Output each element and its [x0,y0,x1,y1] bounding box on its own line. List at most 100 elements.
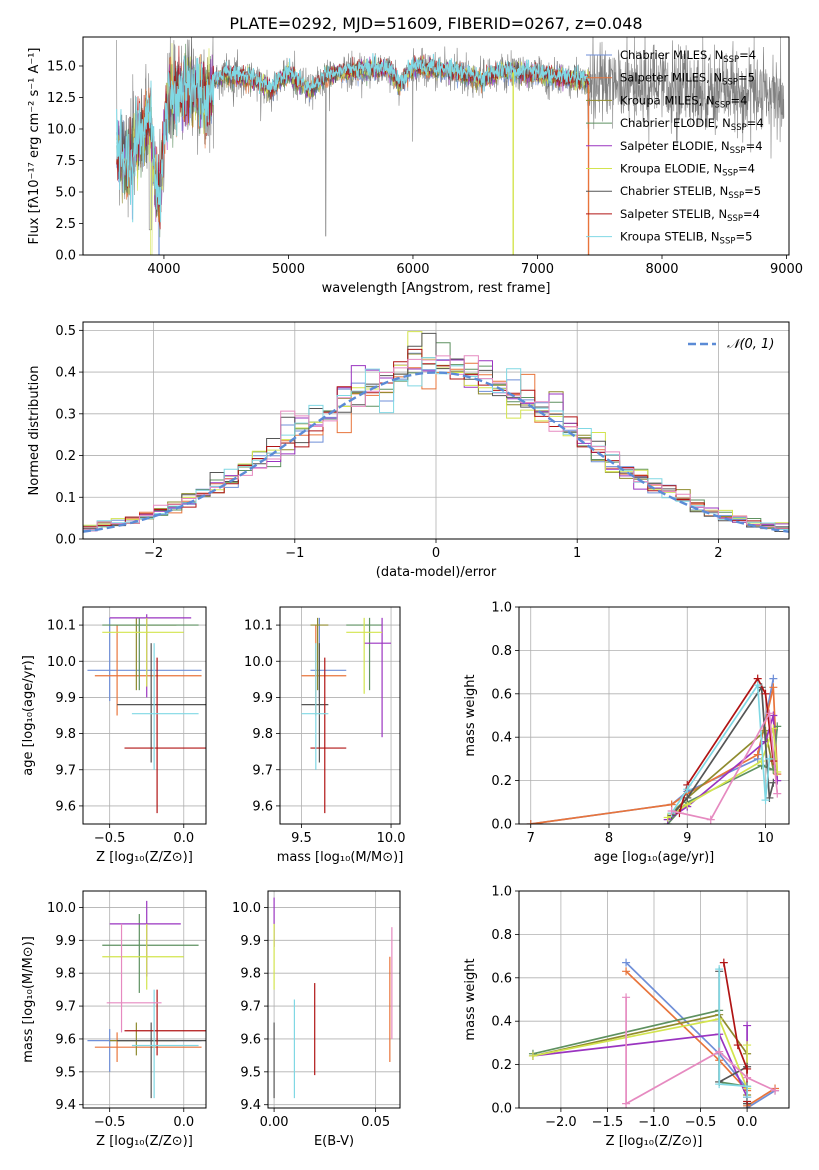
model-spectrum-line [116,53,590,223]
errorbar-point [102,923,184,990]
weight-series-line [530,687,779,824]
legend-entry-label: Salpeter ELODIE, NSSP=4 [620,139,763,156]
axes-frame [82,321,790,540]
y-tick-label: 9.9 [55,691,76,706]
y-tick-label: 0.4 [55,366,76,381]
errorbar-point [109,614,192,698]
weight-vs-age-panel: 7 8 9 10 0.0 0.2 0.4 0.6 0.8 1.0 age [log₁₀(age/yr… [463,601,790,865]
x-axis-label: mass [log₁₀(M/M⊙)] [277,850,404,865]
y-tick-label: 9.8 [252,727,273,742]
x-tick-label: 8000 [645,262,678,277]
legend-entry-label: Chabrier ELODIE, NSSP=4 [620,116,764,133]
weight-point-marker [757,757,766,766]
weight-point-marker [715,1047,724,1056]
grid-lines [519,606,789,825]
legend-entry-label: Chabrier STELIB, NSSP=5 [620,184,761,201]
y-tick-label: 9.6 [55,1032,76,1047]
legend-entry-label: Kroupa ELODIE, NSSP=4 [620,162,755,179]
y-tick-label: 9.7 [55,763,76,778]
legend-entry-label: Salpeter MILES, NSSP=5 [620,71,755,88]
x-tick-label: 2 [714,546,722,561]
y-tick-label: 1.0 [491,885,512,900]
axes-frame [518,890,790,1109]
weight-point-marker [622,1099,631,1108]
legend-entry-label: 𝒩(0, 1) [727,337,774,352]
x-tick-label: 0 [432,546,440,561]
legend-entry-label: Chabrier MILES, NSSP=4 [620,48,756,65]
grid-lines [268,891,400,1108]
weight-point-marker [753,681,762,690]
y-axis-label: mass [log₁₀(M/M⊙)] [21,936,36,1063]
axes-frame [267,890,401,1109]
weight-point-marker [771,1086,780,1095]
spectrum-legend: Chabrier MILES, NSSP=4 Salpeter MILES, NS… [586,48,764,247]
errorbar-point [102,617,199,691]
y-tick-label: 10.1 [47,619,76,634]
errorbar-point [131,643,199,770]
weight-point-marker [706,815,715,824]
y-tick-label: 10.0 [232,901,261,916]
weight-point-marker [622,967,631,976]
y-tick-label: 9.6 [55,799,76,814]
x-tick-label: 10 [757,831,774,846]
x-tick-label: −1.0 [638,1115,670,1130]
weight-point-marker [526,820,535,824]
y-tick-label: 0.0 [55,249,76,264]
grid-lines [519,890,789,1109]
y-tick-label: 9.5 [55,1065,76,1080]
x-axis-label: E(B-V) [314,1134,354,1149]
weight-point-marker [769,683,778,692]
weight-vs-metallicity-panel: −2.0 −1.5 −1.0 −0.5 0.0 0.0 0.2 0.4 0.6 0.8 1.0 Z [… [463,885,790,1149]
x-axis-label: wavelength [Angstrom, rest frame] [322,281,551,296]
weight-point-marker [715,965,724,974]
x-tick-label: 9 [683,831,691,846]
weight-point-marker [743,1082,752,1091]
weight-plot-area [528,958,780,1108]
errorbar-point [124,989,206,1056]
errorbar-point [109,900,181,977]
x-tick-label: −0.5 [94,1115,126,1130]
y-tick-label: 10.0 [244,655,273,670]
x-tick-label: −0.5 [685,1115,717,1130]
weight-point-marker [765,754,774,763]
x-tick-label: 0.0 [737,1115,758,1130]
y-tick-label: 9.6 [240,1032,261,1047]
legend-entry-label: Salpeter STELIB, NSSP=4 [620,207,760,224]
mass-vs-metallicity-panel: −0.5 0.0 9.4 9.5 9.6 9.7 9.8 9.9 10.0 Z [log₁₀(Z/… [21,890,207,1149]
weight-series-line [530,678,775,824]
mass-vs-extinction-panel: 0.00 0.05 9.4 9.5 9.6 9.7 9.8 9.9 10.0 E(B-V) [232,890,401,1149]
x-tick-label: 9.5 [291,831,312,846]
y-tick-label: 10.0 [47,655,76,670]
weight-point-marker [622,993,631,1002]
y-tick-label: 0.4 [491,1015,512,1030]
y-tick-label: 9.8 [55,967,76,982]
axes-frame [279,606,401,825]
weight-point-marker [683,785,692,794]
x-tick-label: 0.0 [173,831,194,846]
x-axis-label: Z [log₁₀(Z/Z⊙)] [606,1134,703,1149]
x-axis-label: age [log₁₀(age/yr)] [594,850,715,865]
x-tick-label: 7 [527,831,535,846]
y-tick-label: 0.4 [491,731,512,746]
errorbar-point [310,617,329,691]
y-tick-label: 0.0 [55,533,76,548]
x-tick-label: 1 [573,546,581,561]
y-tick-label: 10.0 [47,122,76,137]
x-tick-label: 0.05 [361,1115,390,1130]
weight-series-line [671,710,779,821]
grid-lines [83,891,206,1108]
errorbar-point [131,989,199,1099]
y-tick-label: 0.2 [491,1058,512,1073]
axes-frame [82,890,207,1109]
y-tick-label: 9.8 [55,727,76,742]
weight-point-marker [719,958,728,967]
weight-point-marker [743,1093,752,1102]
y-tick-label: 1.0 [491,601,512,616]
y-tick-label: 9.7 [252,763,273,778]
errorbar-point [109,617,177,691]
x-tick-label: 6000 [396,262,429,277]
y-axis-label: age [log₁₀(age/yr)] [21,655,36,776]
errorbar-point [346,617,383,694]
x-tick-label: −0.5 [94,831,126,846]
